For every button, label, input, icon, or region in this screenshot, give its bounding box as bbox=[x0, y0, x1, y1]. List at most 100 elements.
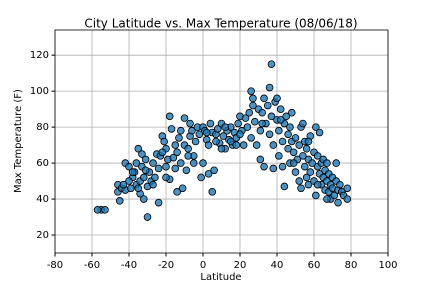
point bbox=[191, 137, 200, 146]
point bbox=[115, 197, 124, 205]
point bbox=[276, 116, 285, 124]
point bbox=[269, 141, 278, 149]
point bbox=[297, 184, 305, 193]
point bbox=[265, 83, 274, 92]
point bbox=[239, 141, 248, 149]
point bbox=[291, 168, 300, 176]
point bbox=[202, 128, 211, 137]
y-tick-label: 80 bbox=[36, 122, 49, 133]
point bbox=[251, 117, 259, 126]
point bbox=[300, 162, 309, 171]
point bbox=[162, 173, 170, 182]
point bbox=[313, 152, 322, 160]
y-tick-label: 20 bbox=[36, 230, 49, 241]
point bbox=[177, 126, 185, 135]
point bbox=[258, 119, 267, 128]
point bbox=[184, 144, 193, 153]
point bbox=[249, 94, 257, 103]
point bbox=[141, 166, 150, 175]
point bbox=[101, 206, 109, 214]
x-tick-label: -80 bbox=[47, 260, 63, 271]
point bbox=[132, 159, 141, 167]
point bbox=[302, 144, 311, 153]
point bbox=[125, 162, 133, 171]
point bbox=[171, 164, 180, 173]
point bbox=[149, 180, 157, 189]
point bbox=[289, 148, 298, 157]
point bbox=[280, 182, 289, 191]
point bbox=[208, 188, 217, 196]
point bbox=[336, 180, 344, 189]
point bbox=[323, 195, 331, 203]
x-tick-label: -40 bbox=[121, 260, 137, 271]
point bbox=[171, 141, 180, 149]
y-tick-label: 40 bbox=[36, 194, 49, 205]
point bbox=[247, 134, 255, 142]
point bbox=[186, 119, 194, 128]
point bbox=[275, 126, 283, 135]
point bbox=[219, 132, 228, 140]
point bbox=[180, 114, 189, 122]
point bbox=[226, 137, 235, 146]
y-axis-label: Max Temperature (F) bbox=[13, 89, 24, 193]
point bbox=[282, 112, 291, 121]
x-tick-label: 100 bbox=[378, 260, 397, 271]
point bbox=[93, 206, 102, 214]
point bbox=[308, 159, 316, 167]
point bbox=[306, 168, 315, 176]
y-tick-label: 100 bbox=[30, 86, 49, 97]
point bbox=[247, 87, 255, 95]
point bbox=[289, 159, 298, 167]
point bbox=[138, 150, 146, 158]
point bbox=[182, 166, 191, 175]
x-tick-label: -60 bbox=[84, 260, 100, 271]
point bbox=[119, 180, 128, 189]
point bbox=[141, 155, 150, 164]
point bbox=[291, 134, 300, 142]
point bbox=[299, 152, 307, 160]
point bbox=[140, 173, 148, 182]
point bbox=[315, 128, 324, 137]
point bbox=[312, 123, 320, 131]
point bbox=[256, 126, 265, 135]
x-tick-label: 80 bbox=[345, 260, 358, 271]
point bbox=[286, 123, 294, 131]
point bbox=[204, 141, 213, 149]
point bbox=[287, 108, 296, 117]
point bbox=[245, 108, 254, 117]
point bbox=[323, 159, 331, 167]
point bbox=[284, 130, 292, 139]
point bbox=[256, 155, 265, 164]
point bbox=[210, 166, 218, 175]
point bbox=[304, 180, 313, 189]
point bbox=[162, 162, 170, 171]
point bbox=[167, 125, 176, 133]
point bbox=[302, 173, 311, 182]
x-tick-label: -20 bbox=[158, 260, 174, 271]
point bbox=[154, 198, 163, 207]
point bbox=[232, 141, 241, 149]
x-axis-label: Latitude bbox=[200, 272, 241, 283]
point bbox=[178, 184, 187, 193]
x-tick-label: 60 bbox=[308, 260, 321, 271]
point bbox=[197, 173, 205, 182]
point bbox=[221, 123, 230, 131]
point bbox=[275, 152, 283, 160]
point bbox=[278, 137, 287, 146]
point bbox=[260, 94, 268, 103]
point bbox=[173, 148, 181, 157]
point bbox=[304, 137, 313, 146]
point bbox=[134, 144, 143, 153]
point bbox=[265, 130, 274, 139]
point bbox=[312, 191, 320, 200]
point bbox=[169, 153, 178, 162]
point bbox=[204, 170, 213, 178]
point bbox=[332, 159, 341, 167]
point bbox=[243, 123, 252, 131]
point bbox=[267, 112, 276, 121]
point bbox=[343, 195, 352, 203]
point bbox=[276, 105, 285, 113]
point bbox=[165, 112, 174, 121]
point bbox=[143, 213, 152, 221]
point bbox=[284, 144, 292, 153]
